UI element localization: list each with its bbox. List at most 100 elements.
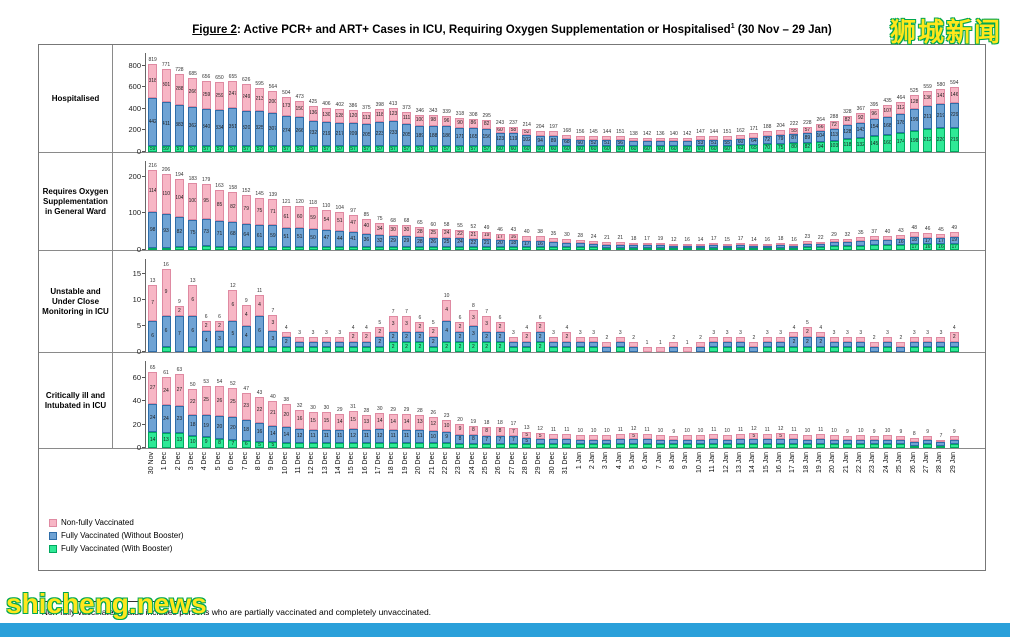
bar-segment-fully-vaccinated-without-booster xyxy=(655,245,665,248)
x-axis-date-label: 11 Dec xyxy=(294,452,302,474)
bar-segment-non-fully-vaccinated: 54 xyxy=(321,210,331,230)
stacked-bar: 57 232 136 425 xyxy=(308,100,318,152)
bar-segment-non-fully-vaccinated: 136 xyxy=(923,91,933,106)
stacked-bar: 10 xyxy=(722,429,732,448)
bar-segment-non-fully-vaccinated xyxy=(549,337,558,342)
bar-segment-fully-vaccinated-without-booster: 334 xyxy=(214,110,224,146)
bar-segment-non-fully-vaccinated xyxy=(642,138,652,141)
bar-total-label: 21 xyxy=(617,235,624,241)
bar-total-label: 1 xyxy=(645,340,649,346)
bar-total-label: 144 xyxy=(709,129,718,135)
x-axis-date-label: 10 Dec xyxy=(281,452,289,475)
stacked-bar: 220 219 141 580 xyxy=(936,83,946,152)
bar-total-label: 237 xyxy=(509,120,518,126)
stacked-bar: 60 142 xyxy=(642,132,652,152)
bar-segment-fully-vaccinated-with-booster: 60 xyxy=(682,146,692,152)
bar-segment-fully-vaccinated-without-booster: 98 xyxy=(148,212,158,248)
bar-segment-fully-vaccinated-without-booster xyxy=(669,347,679,352)
bar-segment-fully-vaccinated-with-booster xyxy=(709,347,719,352)
bar-segment-fully-vaccinated-with-booster xyxy=(722,444,732,448)
bar-total-label: 3 xyxy=(912,330,916,336)
bar-segment-non-fully-vaccinated: 9 xyxy=(161,269,171,316)
bar-total-label: 3 xyxy=(832,330,836,336)
bar-total-label: 18 xyxy=(630,236,637,242)
bar-segment-non-fully-vaccinated xyxy=(829,435,839,440)
stacked-bar: 59 411 301 771 xyxy=(161,62,171,152)
bar-segment-non-fully-vaccinated xyxy=(856,337,866,342)
bar-segment-fully-vaccinated-without-booster xyxy=(655,440,665,444)
bar-total-label: 2 xyxy=(752,335,756,341)
stacked-bar: 15 xyxy=(722,238,732,250)
bar-total-label: 30 xyxy=(323,405,330,411)
bar-segment-fully-vaccinated-with-booster: 57 xyxy=(214,146,224,152)
bar-segment-fully-vaccinated-with-booster xyxy=(522,444,532,448)
stacked-bar: 3 xyxy=(709,331,719,352)
bar-segment-fully-vaccinated-with-booster xyxy=(776,248,786,250)
bar-total-label: 13 xyxy=(189,278,196,284)
y-axis-tick-label: 0 xyxy=(136,347,141,356)
bar-segment-non-fully-vaccinated xyxy=(682,138,692,141)
bar-segment-fully-vaccinated-without-booster: 18 xyxy=(188,415,198,436)
bar-segment-fully-vaccinated-with-booster xyxy=(562,247,572,250)
bar-total-label: 14 xyxy=(697,237,704,243)
bar-total-label: 5 xyxy=(431,320,435,326)
bar-segment-non-fully-vaccinated xyxy=(589,136,599,140)
bar-segment-non-fully-vaccinated: 7 xyxy=(508,428,518,436)
stacked-bar: 6 6 13 xyxy=(188,278,198,352)
stacked-bar: 11 13 28 xyxy=(361,409,371,448)
bar-segment-non-fully-vaccinated xyxy=(669,138,679,141)
bar-segment-fully-vaccinated-with-booster xyxy=(896,444,906,448)
bar-total-label: 2 xyxy=(872,335,876,341)
stacked-bar: 17 xyxy=(642,237,652,250)
bar-segment-fully-vaccinated-without-booster: 186 xyxy=(442,126,452,146)
bar-segment-non-fully-vaccinated: 14 xyxy=(388,414,398,430)
bar-segment-fully-vaccinated-without-booster: 41 xyxy=(348,232,358,247)
bar-total-label: 32 xyxy=(844,232,851,238)
bar-segment-fully-vaccinated-with-booster: 57 xyxy=(482,146,492,152)
bar-total-label: 14 xyxy=(751,237,757,243)
bar-total-label: 120 xyxy=(295,199,304,205)
stacked-bar: 5 12 xyxy=(535,427,545,448)
y-axis-tick-mark xyxy=(142,376,145,378)
bar-segment-fully-vaccinated-with-booster xyxy=(816,444,826,448)
x-axis-date-label: 11 Jan xyxy=(709,452,717,473)
panel-label-oxygen: Requires Oxygen Supplementation in Gener… xyxy=(39,153,113,250)
bar-total-label: 152 xyxy=(242,188,251,194)
bar-segment-fully-vaccinated-without-booster: 3 xyxy=(468,326,478,342)
bar-segment-fully-vaccinated-without-booster: 50 xyxy=(308,229,318,247)
bar-segment-non-fully-vaccinated xyxy=(589,337,599,342)
bar-segment-fully-vaccinated-without-booster: 11 xyxy=(321,430,331,443)
bar-segment-non-fully-vaccinated: 112 xyxy=(896,102,906,114)
bar-total-label: 650 xyxy=(215,75,224,81)
bar-segment-fully-vaccinated-without-booster: 274 xyxy=(281,116,291,146)
bar-total-label: 771 xyxy=(161,62,171,68)
bar-segment-fully-vaccinated-with-booster xyxy=(281,347,291,352)
bar-segment-fully-vaccinated-without-booster: 11 xyxy=(415,430,425,443)
bar-segment-fully-vaccinated-without-booster xyxy=(923,440,933,444)
bar-segment-fully-vaccinated-with-booster xyxy=(816,347,826,352)
bar-total-label: 4 xyxy=(365,325,368,331)
bar-segment-fully-vaccinated-with-booster xyxy=(442,443,452,448)
bar-total-label: 9 xyxy=(244,298,248,304)
stacked-bar: 23 xyxy=(802,235,812,250)
bar-segment-fully-vaccinated-with-booster: 13 xyxy=(174,433,184,448)
bar-total-label: 17 xyxy=(737,236,744,242)
bar-segment-fully-vaccinated-with-booster xyxy=(909,446,919,448)
bar-total-label: 156 xyxy=(576,129,585,135)
bar-total-label: 52 xyxy=(470,224,477,230)
bar-segment-fully-vaccinated-with-booster xyxy=(829,246,839,250)
bar-segment-fully-vaccinated-without-booster xyxy=(508,342,518,347)
bar-total-label: 85 xyxy=(363,212,370,218)
stacked-bar: 6 9 16 xyxy=(161,263,171,352)
bar-segment-non-fully-vaccinated: 22 xyxy=(188,389,198,415)
bar-segment-fully-vaccinated-with-booster xyxy=(228,347,238,352)
stacked-bar: 2 xyxy=(869,335,879,352)
bar-segment-fully-vaccinated-with-booster xyxy=(295,443,305,448)
bar-segment-fully-vaccinated-with-booster xyxy=(214,347,224,352)
bar-segment-fully-vaccinated-without-booster: 2 xyxy=(415,332,425,342)
bar-segment-fully-vaccinated-with-booster: 60 xyxy=(562,146,572,152)
bar-segment-non-fully-vaccinated: 34 xyxy=(375,223,385,235)
bar-segment-fully-vaccinated-without-booster: 12 xyxy=(295,429,305,443)
bar-segment-fully-vaccinated-without-booster xyxy=(842,242,852,246)
bar-segment-non-fully-vaccinated: 2 xyxy=(949,332,959,342)
